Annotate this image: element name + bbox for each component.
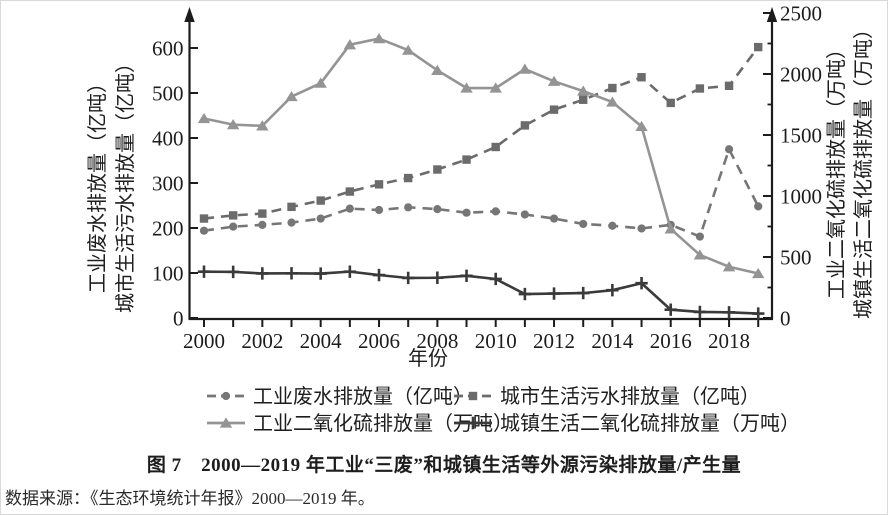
left-axis-arrow-icon [184,7,195,22]
right-axis-arrow-icon [766,7,778,22]
series-markers [197,33,765,279]
series-markers [197,265,765,320]
x-axis-ticks: 2000 2002 2004 2006 2008 2010 2012 2014 2016 2018… [183,319,760,370]
x-tick-label: 2016 [650,329,692,353]
right-tick-label: 2000 [780,63,822,87]
legend-label: 城镇生活二氧化硫排放量（万吨） [500,412,800,435]
x-tick-label: 2000 [183,329,225,353]
series-industrial-wastewater [199,145,763,241]
left-tick-label: 200 [152,217,184,241]
legend-item-industrial-wastewater: 工业废水排放量（亿吨） [207,385,473,408]
series-urban-domestic-so2 [197,265,765,320]
right-axis-label-2: 城镇生活二氧化硫排放量（万吨） [852,19,875,319]
series-line [203,270,759,315]
legend-item-urban-domestic-sewage: 城市生活污水排放量（亿吨） [454,385,760,408]
x-tick-label: 2004 [300,329,343,353]
series-line [203,37,759,275]
legend-label: 城市生活污水排放量（亿吨） [500,385,760,408]
left-axis-ticks: 0 100 200 300 400 500 600 [152,37,198,331]
right-tick-label: 0 [780,307,791,331]
x-tick-label: 2010 [475,329,517,353]
left-tick-label: 300 [152,172,184,196]
x-tick-label: 2008 [416,329,458,353]
x-tick-label: 2002 [241,329,283,353]
left-axis-label-2: 城市生活污水排放量（亿吨） [114,53,137,313]
left-axis-label-1: 工业废水排放量（亿吨） [86,73,109,293]
left-tick-label: 500 [152,82,184,106]
legend-label: 工业废水排放量（亿吨） [253,385,473,408]
series-urban-domestic-sewage [199,42,763,223]
left-tick-label: 400 [152,127,184,151]
x-tick-label: 2018 [708,329,750,353]
legend-item-urban-domestic-so2: 城镇生活二氧化硫排放量（万吨） [454,412,800,435]
series-line [203,46,760,220]
right-tick-label: 2500 [780,2,822,26]
x-tick-label: 2012 [533,329,575,353]
x-tick-label: 2006 [358,329,400,353]
series-markers [199,145,763,241]
right-tick-label: 1500 [780,124,822,148]
right-tick-label: 500 [780,246,812,270]
series-markers [199,42,763,223]
right-axis-label-1: 工业二氧化硫排放量（万吨） [825,39,848,299]
right-tick-label: 1000 [780,185,822,209]
left-tick-label: 0 [173,307,184,331]
series-line [203,145,760,239]
data-source-note: 数据来源：《生态环境统计年报》2000—2019 年。 [5,489,375,508]
series-industrial-so2 [197,33,765,279]
right-axis-ticks: 0 500 1000 1500 2000 2500 [763,2,822,331]
left-tick-label: 100 [152,262,184,286]
axes [184,7,778,321]
x-tick-label: 2014 [591,329,634,353]
x-axis-title: 年份 [408,347,448,370]
pollution-chart: 0 100 200 300 400 500 600 0 500 1000 1500 2000 2500 2… [86,2,875,436]
left-tick-label: 600 [152,37,184,61]
legend-label: 工业二氧化硫排放量（万吨） [253,412,513,435]
legend-item-industrial-so2: 工业二氧化硫排放量（万吨） [207,412,513,435]
figure-caption: 图 7 2000—2019 年工业“三废”和城镇生活等外源污染排放量/产生量 [146,455,742,476]
